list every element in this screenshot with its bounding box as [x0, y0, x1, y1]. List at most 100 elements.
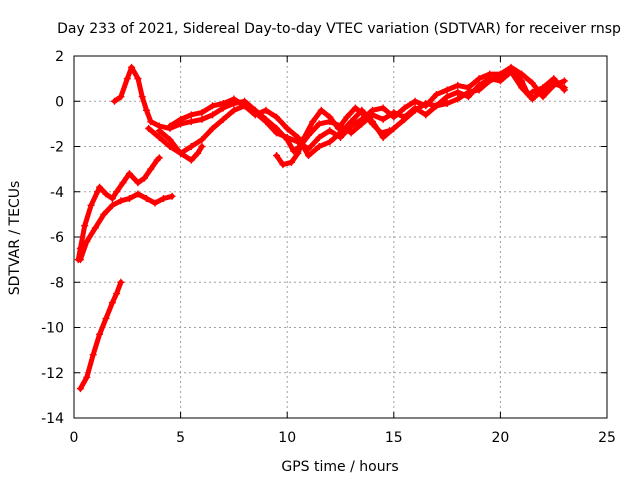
series-line-track-e — [146, 64, 567, 156]
data-point — [198, 136, 206, 144]
data-point — [300, 133, 308, 141]
data-point — [113, 188, 121, 196]
data-point — [142, 195, 150, 203]
data-point — [113, 290, 121, 298]
data-point — [198, 115, 206, 123]
data-point — [123, 75, 131, 83]
data-point — [454, 81, 462, 89]
data-point — [273, 129, 281, 137]
data-point — [128, 63, 136, 71]
data-point — [96, 183, 104, 191]
data-point — [560, 84, 568, 92]
data-point — [166, 122, 174, 130]
data-point — [187, 156, 195, 164]
data-point — [347, 118, 355, 126]
data-point — [76, 385, 84, 393]
data-point — [315, 133, 323, 141]
data-point — [539, 86, 547, 94]
data-point — [315, 143, 323, 150]
data-point — [81, 222, 89, 230]
data-point — [93, 188, 101, 196]
data-point — [351, 104, 359, 112]
y-tick-label: -8 — [50, 275, 64, 291]
data-point — [140, 174, 148, 182]
data-point — [117, 93, 125, 101]
data-point — [550, 79, 558, 87]
data-point — [496, 77, 504, 85]
data-point — [125, 195, 133, 203]
data-point — [102, 190, 110, 198]
chart-title: Day 233 of 2021, Sidereal Day-to-day VTE… — [57, 21, 621, 37]
data-point — [96, 330, 104, 338]
series-line-track-f — [156, 128, 205, 163]
data-point — [368, 106, 376, 114]
data-point — [287, 158, 295, 166]
data-point — [507, 68, 515, 76]
data-point — [475, 75, 483, 83]
data-point — [241, 102, 249, 110]
data-point — [486, 75, 494, 83]
data-point — [283, 133, 291, 141]
data-point — [160, 195, 168, 203]
data-point — [251, 111, 259, 119]
data-point — [379, 104, 387, 112]
data-point — [76, 256, 84, 264]
data-point — [379, 133, 387, 141]
data-point — [443, 93, 451, 101]
data-point — [326, 138, 334, 146]
data-point — [119, 179, 127, 187]
data-point — [411, 106, 419, 114]
data-point — [528, 88, 536, 96]
data-point — [102, 314, 110, 322]
data-point — [432, 102, 440, 110]
data-point — [262, 118, 270, 126]
data-point — [390, 113, 398, 121]
y-tick-label: -12 — [41, 366, 64, 382]
x-tick-label: 20 — [491, 430, 509, 446]
y-tick-label: -10 — [41, 321, 64, 337]
data-point — [454, 95, 462, 103]
data-point — [518, 84, 526, 92]
data-point — [464, 93, 472, 101]
data-point — [168, 192, 176, 200]
data-point — [358, 115, 366, 123]
data-point — [400, 104, 408, 112]
data-point — [147, 165, 155, 173]
series-markers-track-g — [166, 68, 568, 160]
data-point — [337, 129, 344, 137]
data-point — [151, 199, 159, 207]
series-markers-track-a — [76, 278, 125, 393]
data-point — [198, 143, 206, 150]
data-point — [155, 133, 163, 141]
data-point — [125, 170, 133, 178]
data-point — [496, 70, 504, 78]
data-point — [317, 106, 325, 114]
data-point — [100, 210, 108, 218]
data-point — [326, 127, 334, 135]
data-point — [279, 161, 287, 169]
data-point — [539, 93, 547, 101]
data-point — [464, 84, 472, 92]
data-point — [219, 115, 227, 123]
data-point — [155, 154, 163, 162]
data-point — [443, 100, 451, 108]
data-point — [315, 120, 323, 128]
data-point — [432, 90, 440, 98]
data-point — [343, 113, 351, 121]
data-point — [155, 127, 163, 135]
data-point — [309, 118, 317, 126]
y-axis-label: SDTVAR / TECUs — [7, 181, 23, 296]
data-point — [134, 75, 142, 83]
data-point — [91, 224, 99, 232]
x-tick-label: 25 — [598, 430, 616, 446]
data-point — [83, 373, 91, 381]
series-markers-track-c — [76, 190, 176, 264]
data-point — [209, 111, 217, 119]
tick-layer: 0 5 10 15 20 25 -14 -12 -10 -8 -6 -4 -2 0 2 — [41, 49, 616, 446]
y-tick-label: -4 — [50, 185, 64, 201]
data-point — [138, 93, 146, 101]
data-point — [386, 127, 394, 135]
data-point — [117, 197, 125, 205]
y-tick-label: -2 — [50, 140, 64, 156]
